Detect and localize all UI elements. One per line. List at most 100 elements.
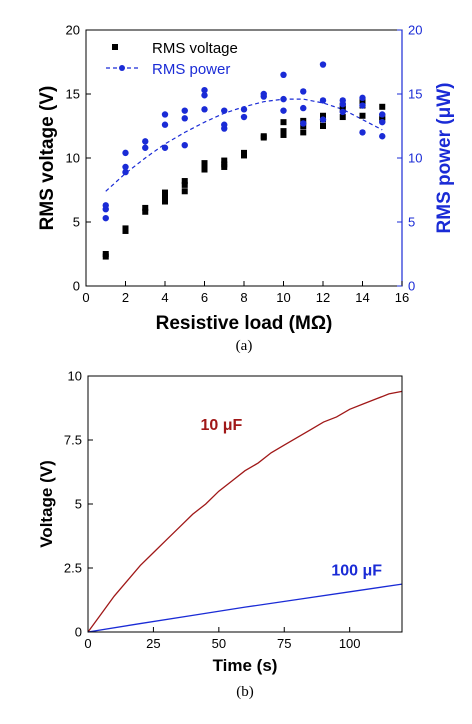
chart-a-y2-tick-label: 15 — [408, 87, 422, 102]
rms-power-point — [181, 115, 188, 122]
rms-power-point — [379, 111, 386, 118]
rms-power-point — [300, 120, 307, 127]
rms-voltage-point — [201, 160, 208, 167]
panel-caption-b: (b) — [236, 684, 254, 700]
chart-b-x-tick-label: 100 — [339, 636, 361, 651]
rms-power-point — [181, 142, 188, 149]
rms-voltage-point — [359, 112, 366, 119]
rms-voltage-point — [280, 128, 287, 135]
chart-a-y2-tick-label: 5 — [408, 215, 415, 230]
rms-voltage-point — [379, 103, 386, 110]
chart-b-plot-frame — [87, 375, 403, 633]
chart-a-x-tick-label: 14 — [355, 290, 369, 305]
rms-power-point — [300, 88, 307, 95]
rms-voltage-point — [260, 133, 267, 140]
chart-a-y-tick-label: 0 — [73, 279, 80, 294]
rms-power-point — [102, 202, 109, 209]
chart-a-y2-tick-label: 20 — [408, 23, 422, 38]
rms-power-point — [142, 138, 149, 145]
chart-a-y-tick-label: 5 — [73, 215, 80, 230]
rms-power-point — [319, 97, 327, 104]
rms-voltage-point — [280, 131, 287, 138]
rms-power-point — [339, 97, 346, 104]
series-label-10uf: 10 μF — [201, 417, 243, 434]
rms-voltage-point — [339, 114, 346, 121]
chart-panel-b: 0 25 50 75 100 0 2.5 5 7.5 10 Time (s) Voltage (V… — [37, 369, 403, 700]
chart-b-x-tick-label: 0 — [84, 636, 91, 651]
legend-label-rms-power: RMS power — [152, 61, 230, 78]
chart-a-x-tick-label: 4 — [161, 290, 168, 305]
rms-voltage-point — [162, 198, 168, 205]
rms-power-point — [221, 121, 228, 128]
rms-power-point — [359, 129, 366, 136]
rms-power-point — [161, 111, 169, 118]
chart-a-x-tick-label: 8 — [240, 290, 247, 305]
rms-voltage-point — [142, 204, 149, 211]
rms-power-point — [181, 107, 188, 114]
rms-power-point — [201, 106, 208, 113]
rms-voltage-point — [201, 166, 208, 173]
chart-a-x-tick-label: 16 — [395, 290, 409, 305]
rms-power-point — [319, 61, 327, 68]
rms-power-point — [240, 113, 248, 121]
chart-a-y-tick-label: 15 — [66, 87, 80, 102]
rms-voltage-point — [181, 181, 188, 188]
rms-power-point — [142, 144, 149, 151]
rms-power-point — [280, 95, 287, 103]
chart-a-x-tick-label: 10 — [276, 290, 290, 305]
rms-voltage-point — [320, 112, 326, 119]
rms-power-point — [359, 94, 366, 102]
rms-power-point — [201, 86, 208, 94]
chart-a-y2-axis-title: RMS power (μW) — [434, 83, 455, 234]
chart-b-x-tick-label: 25 — [146, 636, 160, 651]
series-label-100uf: 100 μF — [331, 563, 382, 580]
rms-voltage-point — [300, 129, 307, 136]
rms-voltage-point — [142, 208, 149, 215]
chart-a-y2-tick-label: 10 — [408, 151, 422, 166]
legend-label-rms-voltage: RMS voltage — [152, 40, 238, 57]
rms-power-point — [161, 144, 169, 151]
rms-power-point — [221, 107, 228, 114]
chart-b-y-axis-title: Voltage (V) — [37, 460, 56, 548]
chart-a-y-axis-title: RMS voltage (V) — [37, 86, 58, 231]
chart-b-y-tick-label: 0 — [75, 625, 82, 640]
rms-power-point — [201, 92, 208, 99]
rms-power-point — [379, 118, 386, 126]
rms-voltage-point — [162, 189, 168, 196]
chart-b-y-tick-label: 5 — [75, 497, 82, 512]
chart-a-legend: RMS voltage RMS power — [106, 40, 238, 78]
rms-voltage-point — [181, 178, 188, 185]
chart-a-x-tick-label: 0 — [82, 290, 89, 305]
chart-a-y-tick-label: 20 — [66, 23, 80, 38]
chart-b-x-tick-label: 75 — [277, 636, 291, 651]
rms-power-point — [319, 116, 327, 123]
chart-a-y-tick-label: 10 — [66, 151, 80, 166]
rms-power-point — [122, 168, 129, 176]
rms-power-point — [102, 214, 109, 222]
rms-voltage-point — [162, 193, 168, 200]
rms-power-point — [359, 102, 366, 109]
legend-marker-rms-power — [119, 65, 125, 71]
legend-marker-rms-voltage — [112, 44, 118, 50]
rms-power-point — [280, 107, 287, 114]
rms-voltage-point — [320, 123, 326, 129]
rms-power-point — [339, 108, 346, 116]
rms-voltage-point — [221, 161, 228, 168]
chart-b-x-tick-label: 50 — [212, 636, 226, 651]
rms-power-point — [300, 104, 307, 112]
chart-b-y-tick-label: 10 — [68, 369, 82, 384]
rms-power-point — [280, 71, 287, 79]
rms-power-point — [122, 149, 129, 157]
chart-a-y2-tick-label: 0 — [408, 279, 415, 294]
rms-power-point — [122, 163, 129, 171]
rms-voltage-point — [181, 188, 188, 195]
chart-b-y-tick-label: 7.5 — [64, 433, 82, 448]
rms-voltage-point — [241, 149, 247, 156]
rms-power-point — [379, 133, 386, 140]
chart-a-x-tick-label: 2 — [122, 290, 129, 305]
chart-a-x-axis-title: Resistive load (MΩ) — [156, 313, 333, 334]
rms-voltage-point — [221, 157, 228, 164]
panel-caption-a: (a) — [236, 338, 253, 354]
series-line-10uf — [87, 390, 403, 633]
